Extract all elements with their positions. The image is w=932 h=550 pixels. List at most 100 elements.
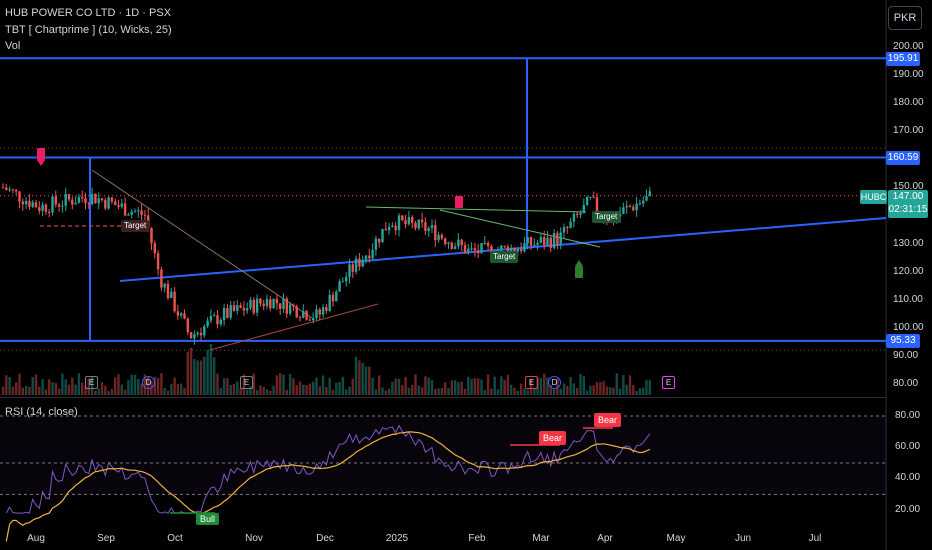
dividend-marker[interactable]: D: [548, 376, 561, 389]
volume-bar: [437, 388, 440, 395]
last-price: 147.00: [892, 191, 924, 202]
rsi-tick: 40.00: [895, 472, 921, 483]
candle-body: [38, 207, 41, 212]
candle-body: [473, 248, 477, 251]
volume-bar: [615, 373, 618, 395]
volume-bar: [635, 390, 638, 395]
candle-body: [483, 242, 486, 244]
volume-legend[interactable]: Vol: [5, 40, 21, 52]
volume-bar: [64, 379, 67, 395]
volume-bar: [519, 383, 523, 395]
candle-body: [315, 309, 318, 319]
candle-body: [117, 205, 120, 207]
volume-bar: [430, 380, 434, 395]
volume-bar: [341, 376, 345, 395]
earnings-marker[interactable]: E: [240, 376, 253, 389]
trend-line: [119, 217, 887, 282]
time-label: Nov: [245, 533, 263, 544]
volume-bar: [87, 378, 90, 395]
candle-body: [18, 191, 21, 202]
candle-body: [394, 225, 397, 231]
volume-bar: [288, 373, 292, 395]
candle-body: [566, 226, 569, 228]
candle-body: [440, 234, 444, 239]
candle-body: [453, 246, 457, 249]
candle-body: [288, 304, 292, 314]
candle-body: [569, 221, 572, 228]
volume-bar: [15, 382, 18, 395]
volume-bar: [381, 387, 384, 395]
volume-bar: [602, 381, 605, 395]
volume-bar: [94, 390, 97, 395]
volume-bar: [302, 384, 305, 395]
candle-body: [424, 222, 427, 232]
volume-bar: [427, 377, 430, 395]
volume-bar: [325, 386, 328, 395]
volume-bar: [506, 374, 510, 395]
candle-body: [539, 237, 543, 243]
volume-bar: [467, 376, 470, 395]
candle-body: [275, 298, 279, 304]
candle-body: [533, 244, 536, 246]
candle-body: [44, 204, 48, 212]
currency-button[interactable]: PKR: [888, 6, 922, 30]
candle-body: [114, 201, 117, 206]
candle-body: [305, 310, 308, 320]
candle-body: [143, 214, 147, 216]
volume-bar: [480, 379, 483, 395]
candle-body: [351, 264, 354, 272]
volume-bar: [562, 383, 566, 395]
volume-bar: [529, 379, 533, 395]
volume-bar: [420, 387, 424, 395]
candle-body: [585, 196, 589, 205]
time-label: Jul: [808, 533, 822, 544]
bull-label: Bull: [196, 513, 220, 525]
volume-bar: [275, 375, 279, 395]
candle-body: [589, 196, 592, 198]
candle-body: [206, 320, 209, 327]
candle-body: [213, 315, 216, 317]
volume-bar: [328, 377, 331, 395]
earnings-marker[interactable]: E: [525, 376, 538, 389]
volume-bar: [404, 377, 407, 395]
candle-body: [51, 196, 54, 213]
time-label: Oct: [167, 533, 183, 544]
candle-body: [450, 242, 453, 249]
candle-body: [404, 220, 407, 225]
volume-bar: [411, 384, 414, 395]
rsi-legend[interactable]: RSI (14, close): [5, 406, 78, 418]
dividend-marker[interactable]: D: [142, 376, 155, 389]
candle-body: [411, 217, 414, 223]
volume-bar: [140, 383, 143, 395]
candle-body: [5, 187, 8, 191]
candle-body: [104, 200, 107, 209]
earnings-marker[interactable]: E: [662, 376, 675, 389]
candle-body: [94, 193, 97, 204]
candle-body: [216, 315, 219, 325]
candle-body: [81, 196, 84, 199]
volume-bar: [242, 374, 246, 395]
volume-bar: [11, 386, 15, 395]
price-tick: 150.00: [893, 181, 924, 192]
volume-bar: [308, 383, 312, 395]
volume-bar: [576, 387, 579, 395]
candle-body: [31, 202, 34, 207]
volume-bar: [292, 378, 295, 395]
candle-body: [546, 237, 549, 246]
volume-bar: [206, 349, 209, 395]
volume-bar: [417, 385, 420, 395]
candle-body: [193, 334, 196, 339]
candle-body: [123, 203, 127, 216]
volume-bar: [397, 379, 401, 395]
candle-body: [467, 248, 470, 254]
earnings-marker[interactable]: E: [85, 376, 98, 389]
volume-bar: [503, 379, 506, 395]
projection-line: [365, 206, 587, 213]
volume-bar: [378, 375, 381, 395]
pane-separator[interactable]: [0, 397, 886, 398]
volume-bar: [440, 388, 444, 395]
volume-bar: [127, 380, 130, 395]
rsi-tick: 20.00: [895, 504, 921, 515]
indicator-legend[interactable]: TBT [ Chartprime ] (10, Wicks, 25): [5, 24, 172, 36]
